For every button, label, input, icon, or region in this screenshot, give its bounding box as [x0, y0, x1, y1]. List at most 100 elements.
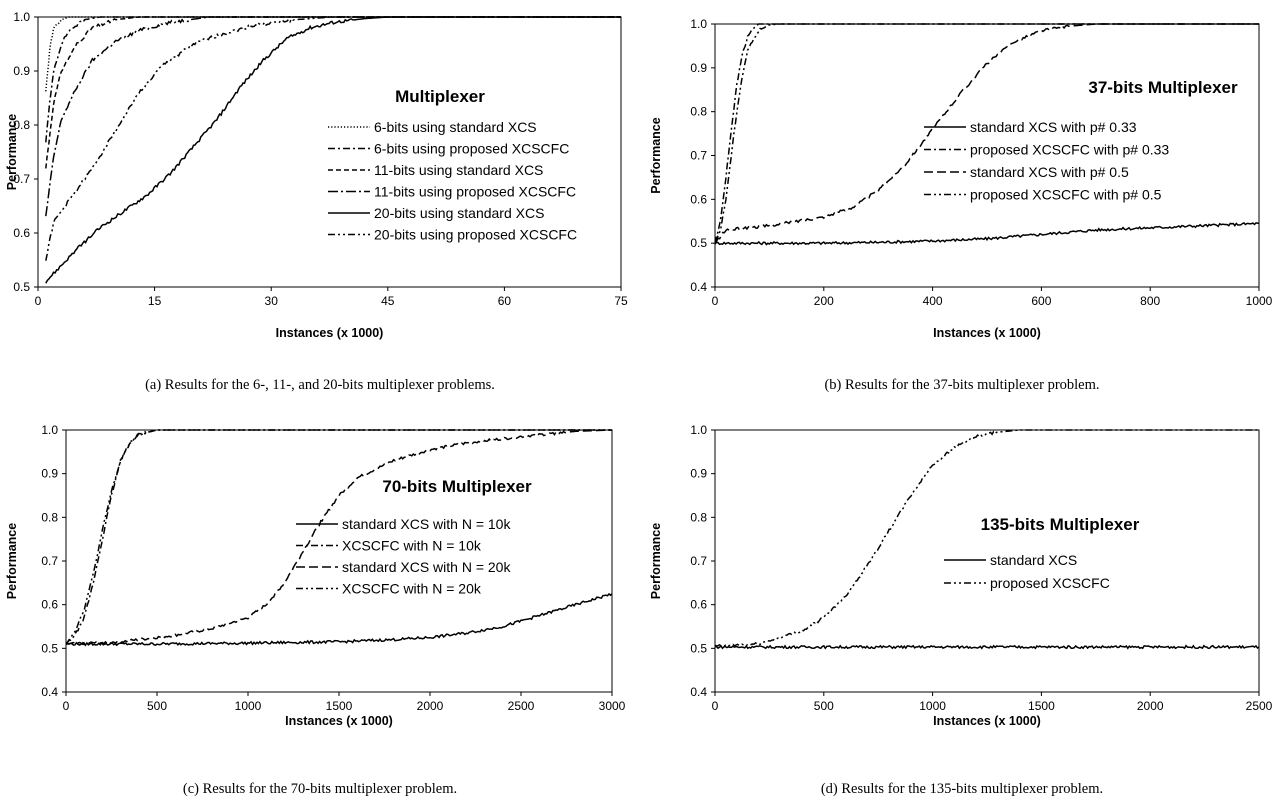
x-tick-label: 1000	[235, 699, 262, 713]
chart-panel-b: 0.4 0.5 0.6 0.7 0.8 0.9 1.0 0 200 400 600 800 1000 In…	[642, 0, 1282, 390]
legend-entry: XCSCFC with N = 20k	[342, 581, 482, 597]
x-tick-label: 0	[712, 699, 719, 713]
x-axis-title: Instances (x 1000)	[285, 714, 393, 728]
series-line	[45, 16, 621, 217]
y-tick-label: 1.0	[690, 17, 707, 31]
y-tick-label: 0.4	[690, 685, 707, 699]
caption-b: (b) Results for the 37-bits multiplexer …	[824, 377, 1100, 393]
x-axis-title: Instances (x 1000)	[933, 326, 1041, 340]
legend-entry: proposed XCSCFC with p# 0.5	[970, 187, 1162, 203]
series-line	[65, 429, 612, 646]
chart-panel-c: 0.4 0.5 0.6 0.7 0.8 0.9 1.0 0 500 1000 1500 2000 250…	[0, 413, 640, 773]
y-tick-label: 0.7	[41, 554, 58, 568]
chart-a-svg: 0.5 0.6 0.7 0.8 0.9 1.0 0 15 30 45 60 75 Instances (…	[5, 10, 628, 340]
x-tick-label: 1000	[919, 699, 946, 713]
x-tick-label: 500	[814, 699, 834, 713]
plot-frame	[65, 429, 613, 693]
y-tick-label: 0.8	[41, 510, 58, 524]
y-tick-label: 0.9	[41, 467, 58, 481]
x-tick-label: 30	[265, 294, 279, 308]
y-tick-label: 0.6	[13, 226, 30, 240]
y-tick-label: 0.7	[690, 149, 707, 163]
chart-title: Multiplexer	[395, 87, 485, 106]
chart-panel-a: 0.5 0.6 0.7 0.8 0.9 1.0 0 15 30 45 60 75 Instances (…	[0, 0, 640, 390]
x-tick-label: 400	[923, 294, 943, 308]
y-tick-label: 0.9	[13, 64, 30, 78]
y-tick-label: 1.0	[690, 423, 707, 437]
legend-entry: proposed XCSCFC	[990, 575, 1110, 591]
series-line	[714, 429, 1259, 648]
y-tick-label: 1.0	[41, 423, 58, 437]
chart-d-svg: 0.4 0.5 0.6 0.7 0.8 0.9 1.0 0 500 1000 1500 2000 250…	[649, 423, 1273, 728]
series-line	[65, 429, 613, 646]
caption-d: (d) Results for the 135-bits multiplexer…	[820, 781, 1104, 797]
x-tick-label: 75	[614, 294, 628, 308]
x-axis-title: Instances (x 1000)	[933, 714, 1041, 728]
x-tick-label: 200	[814, 294, 834, 308]
chart-c-svg: 0.4 0.5 0.6 0.7 0.8 0.9 1.0 0 500 1000 1500 2000 250…	[5, 423, 626, 728]
chart-b-svg: 0.4 0.5 0.6 0.7 0.8 0.9 1.0 0 200 400 600 800 1000 In…	[649, 17, 1273, 340]
y-tick-label: 0.6	[41, 598, 58, 612]
x-tick-label: 1500	[1028, 699, 1055, 713]
legend-entry: proposed XCSCFC with p# 0.33	[970, 142, 1169, 158]
chart-panel-d: 0.4 0.5 0.6 0.7 0.8 0.9 1.0 0 500 1000 1500 2000 250…	[642, 413, 1282, 773]
series-line	[45, 16, 621, 92]
y-axis-title: Performance	[5, 523, 19, 599]
series-line	[65, 592, 613, 647]
y-tick-label: 0.8	[690, 105, 707, 119]
legend-entry: 11-bits using proposed XCSCFC	[374, 184, 576, 200]
x-tick-label: 2500	[1246, 699, 1273, 713]
y-tick-label: 0.5	[41, 641, 58, 655]
chart-title: 70-bits Multiplexer	[382, 477, 532, 496]
x-tick-label: 45	[381, 294, 395, 308]
series-line	[714, 23, 1259, 243]
x-tick-label: 3000	[599, 699, 626, 713]
y-tick-label: 0.5	[690, 641, 707, 655]
legend-entry: 20-bits using standard XCS	[374, 205, 544, 221]
x-tick-label: 800	[1140, 294, 1160, 308]
legend-entry: standard XCS with N = 10k	[342, 516, 511, 532]
y-axis-title: Performance	[649, 523, 663, 599]
legend-entry: 6-bits using proposed XCSCFC	[374, 141, 569, 157]
legend-entry: 20-bits using proposed XCSCFC	[374, 227, 577, 243]
x-tick-label: 1000	[1246, 294, 1273, 308]
x-tick-label: 15	[148, 294, 162, 308]
legend-entry: XCSCFC with N = 10k	[342, 538, 482, 554]
y-tick-label: 0.7	[13, 172, 30, 186]
y-tick-label: 0.6	[690, 192, 707, 206]
legend-entry: standard XCS with N = 20k	[342, 559, 511, 575]
plot-frame	[714, 429, 1260, 693]
y-tick-label: 0.6	[690, 598, 707, 612]
chart-title: 135-bits Multiplexer	[981, 515, 1140, 534]
y-tick-label: 0.5	[690, 236, 707, 250]
y-tick-label: 0.8	[690, 510, 707, 524]
x-tick-label: 2000	[1137, 699, 1164, 713]
series-line	[714, 221, 1260, 246]
legend-entry: 6-bits using standard XCS	[374, 119, 537, 135]
y-tick-label: 1.0	[13, 10, 30, 24]
x-tick-label: 1500	[326, 699, 353, 713]
series-line	[714, 644, 1260, 650]
x-tick-label: 0	[35, 294, 42, 308]
legend-entry: standard XCS	[990, 552, 1077, 568]
legend-entry: 11-bits using standard XCS	[374, 162, 543, 178]
series-line	[45, 16, 621, 261]
x-tick-label: 600	[1031, 294, 1051, 308]
y-tick-label: 0.9	[690, 467, 707, 481]
caption-c: (c) Results for the 70-bits multiplexer …	[182, 781, 458, 797]
x-tick-label: 2000	[417, 699, 444, 713]
y-axis-title: Performance	[649, 117, 663, 193]
x-tick-label: 0	[63, 699, 70, 713]
legend-entry: standard XCS with p# 0.33	[970, 119, 1137, 135]
y-tick-label: 0.7	[690, 554, 707, 568]
series-line	[65, 429, 612, 645]
y-axis-title: Performance	[5, 114, 19, 190]
x-tick-label: 60	[498, 294, 512, 308]
caption-a: (a) Results for the 6-, 11-, and 20-bits…	[145, 377, 495, 393]
x-axis-title: Instances (x 1000)	[276, 326, 384, 340]
x-tick-label: 500	[147, 699, 167, 713]
y-tick-label: 0.4	[690, 280, 707, 294]
chart-title: 37-bits Multiplexer	[1088, 78, 1238, 97]
y-tick-label: 0.4	[41, 685, 58, 699]
x-tick-label: 2500	[508, 699, 535, 713]
